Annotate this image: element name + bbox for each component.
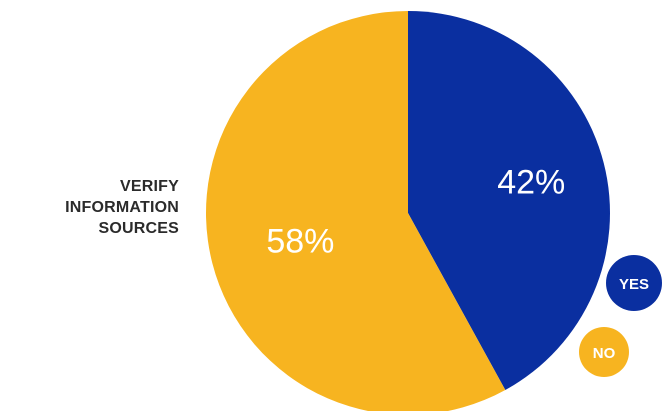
slice-label-yes: 42% [497,163,565,201]
chart-title-line-2: INFORMATION [65,199,179,216]
legend-item-yes: YES [606,255,662,311]
slice-label-no: 58% [266,223,334,261]
legend-swatch-no [579,327,629,377]
chart-title-line-1: VERIFY [120,178,179,195]
pie-slices [206,11,610,411]
legend: YES NO [579,255,662,377]
legend-swatch-yes [606,255,662,311]
pie-slice-no [206,11,506,411]
pie-slice-yes [408,11,610,391]
legend-item-no: NO [579,327,629,377]
pie-slice-labels: 42% 58% [266,163,565,260]
chart-title: VERIFY INFORMATION SOURCES [0,176,179,239]
legend-label-yes: YES [619,276,649,293]
chart-title-line-3: SOURCES [98,220,179,237]
legend-label-no: NO [593,345,616,362]
